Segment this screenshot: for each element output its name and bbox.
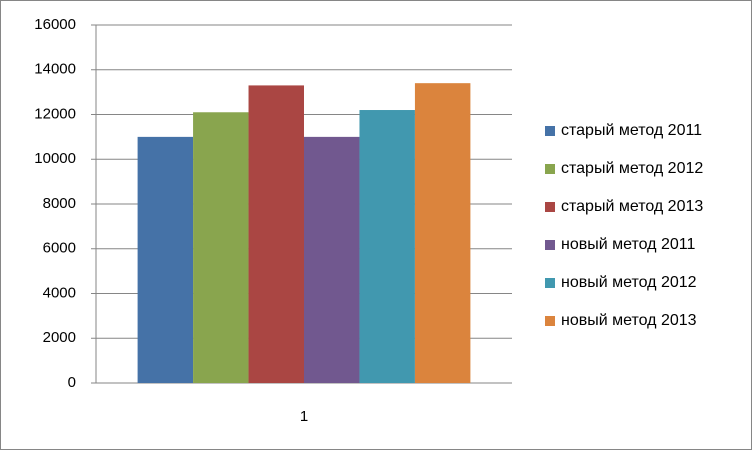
legend-swatch (545, 240, 555, 250)
y-tick-label: 4000 (43, 284, 76, 301)
legend-swatch (545, 316, 555, 326)
legend-swatch (545, 202, 555, 212)
legend-label: старый метод 2013 (561, 198, 703, 215)
legend-label: старый метод 2012 (561, 160, 703, 177)
bar (193, 112, 249, 383)
legend-label: новый метод 2013 (561, 312, 697, 329)
bar (248, 85, 304, 383)
bar (304, 136, 360, 383)
bar (359, 110, 415, 384)
y-tick-label: 10000 (34, 150, 76, 167)
y-tick-label: 0 (68, 374, 76, 391)
legend: старый метод 2011 старый метод 2012 старый… (545, 122, 703, 329)
y-tick-label: 2000 (43, 329, 76, 346)
legend-label: новый метод 2011 (561, 236, 695, 253)
x-tick-label: 1 (300, 408, 308, 425)
legend-label: старый метод 2011 (561, 122, 702, 139)
y-tick-label: 16000 (34, 16, 76, 33)
y-tick-label: 14000 (34, 61, 76, 78)
legend-swatch (545, 126, 555, 136)
bar (414, 83, 471, 384)
y-tick-label: 6000 (43, 240, 76, 257)
y-tick-label: 12000 (34, 105, 76, 122)
legend-swatch (545, 164, 555, 174)
legend-label: новый метод 2012 (561, 274, 697, 291)
y-tick-label: 8000 (43, 195, 76, 212)
legend-swatch (545, 278, 555, 288)
bar (137, 136, 194, 383)
